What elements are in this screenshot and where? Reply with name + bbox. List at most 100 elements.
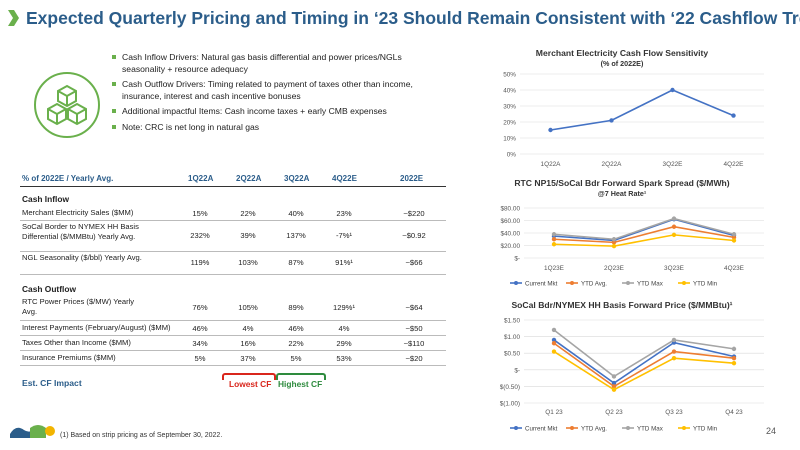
x-tick-label: 1Q22A (541, 161, 562, 168)
data-point (551, 337, 557, 343)
header-2022e: 2022E (400, 174, 424, 183)
cell: ~$220 (403, 209, 425, 218)
cell: 46% (288, 324, 304, 333)
bullet-item: Note: CRC is net long in natural gas (112, 122, 432, 134)
x-tick-label: 3Q22E (663, 161, 683, 168)
table-row: Interest Payments (February/August) ($MM… (20, 321, 446, 336)
chart-title: RTC NP15/SoCal Bdr Forward Spark Spread … (514, 178, 729, 188)
header-3q22a: 3Q22A (284, 174, 310, 183)
legend-label: YTD Min (693, 281, 718, 288)
table-row: Insurance Premiums ($MM) 5% 37% 5% 53% ~… (20, 351, 446, 366)
legend-marker (682, 281, 686, 285)
data-point (611, 387, 617, 392)
chart-title: Merchant Electricity Cash Flow Sensitivi… (536, 48, 709, 58)
driver-bullets: Cash Inflow Drivers: Natural gas basis d… (112, 52, 432, 137)
data-point (731, 113, 736, 118)
legend-marker (514, 281, 518, 285)
series-line (553, 329, 735, 378)
bullet-item: Additional impactful Items: Cash income … (112, 106, 432, 118)
lowest-cf-label: Lowest CF (229, 379, 272, 389)
data-point (611, 243, 617, 249)
x-tick-label: 2Q22A (602, 161, 623, 168)
x-tick-label: 4Q22E (724, 161, 744, 168)
data-point (609, 118, 614, 123)
series-line (553, 225, 735, 244)
y-tick-label: 30% (503, 104, 516, 111)
data-point (671, 349, 677, 354)
cell: 16% (240, 339, 256, 348)
data-point (611, 380, 617, 386)
cell: 53% (336, 354, 352, 363)
cell: 4% (242, 324, 254, 333)
basis-forward-chart: SoCal Bdr/NYMEX HH Basis Forward Price (… (500, 300, 764, 433)
data-point (671, 224, 677, 229)
data-point (611, 384, 617, 389)
legend-marker (682, 426, 686, 430)
x-tick-label: Q4 23 (725, 409, 743, 416)
y-tick-label: $1.50 (504, 318, 520, 325)
cell: 46% (192, 324, 208, 333)
cash-inflow-heading: Cash Inflow (22, 194, 69, 204)
cell: 232% (190, 231, 210, 240)
cell: 5% (194, 354, 206, 363)
data-point (611, 374, 617, 379)
data-point (731, 355, 737, 361)
bullet-item: Cash Outflow Drivers: Timing related to … (112, 79, 432, 102)
cell: ~$110 (403, 339, 425, 348)
legend-label: YTD Avg. (581, 426, 607, 433)
data-point (671, 232, 677, 238)
cf-impact-label: Est. CF Impact (22, 378, 82, 388)
cash-outflow-heading: Cash Outflow (22, 284, 76, 294)
data-point (671, 337, 677, 343)
x-tick-label: 4Q23E (724, 265, 744, 272)
row-label: Merchant Electricity Sales ($MM) (22, 208, 134, 217)
legend-marker (570, 281, 574, 285)
chart-title: SoCal Bdr/NYMEX HH Basis Forward Price (… (511, 300, 732, 310)
cell: 103% (238, 258, 258, 267)
data-point (551, 232, 557, 237)
legend-label: Current Mkt (525, 426, 558, 433)
cell: 119% (190, 258, 210, 267)
y-tick-label: $40.00 (500, 231, 520, 238)
header-1q22a: 1Q22A (188, 174, 214, 183)
cell: ~$66 (405, 258, 423, 267)
table-row: RTC Power Prices ($/MW) Yearly Avg. 76% … (20, 296, 446, 321)
data-point (731, 232, 737, 237)
chevron-right-icon (8, 10, 19, 26)
table-header: % of 2022E / Yearly Avg. 1Q22A 2Q22A 3Q2… (20, 172, 446, 187)
lowest-cf-bracket (222, 373, 276, 380)
data-point (670, 87, 675, 93)
cell: 22% (288, 339, 304, 348)
chart-subtitle: @7 Heat Rate¹ (598, 189, 647, 198)
cell: -7%¹ (335, 231, 353, 240)
highest-cf-bracket (276, 373, 326, 380)
cell: 76% (192, 303, 208, 312)
data-point (671, 216, 677, 221)
cell: ~$64 (405, 303, 423, 312)
data-point (731, 238, 737, 243)
legend-label: YTD Max (637, 281, 664, 288)
row-label: SoCal Border to NYMEX HH Basis Different… (22, 222, 139, 241)
chart-subtitle: (% of 2022E) (601, 59, 644, 68)
title-bar: Expected Quarterly Pricing and Timing in… (0, 0, 800, 40)
spark-spread-chart: RTC NP15/SoCal Bdr Forward Spark Spread … (500, 178, 764, 288)
data-point (551, 327, 557, 333)
table-row: Merchant Electricity Sales ($MM) 15% 22%… (20, 206, 446, 221)
footnote: (1) Based on strip pricing as of Septemb… (60, 432, 223, 439)
company-logo (10, 425, 55, 438)
cell: 37% (240, 354, 256, 363)
data-point (551, 242, 557, 247)
merchant-electricity-chart: Merchant Electricity Cash Flow Sensitivi… (503, 48, 764, 168)
cell: ~$0.92 (402, 231, 426, 240)
cell: ~$50 (405, 324, 423, 333)
row-label: Insurance Premiums ($MM) (22, 353, 116, 362)
y-tick-label: $(0.50) (500, 384, 520, 391)
header-4q22e: 4Q22E (332, 174, 357, 183)
data-point (551, 341, 557, 346)
boxes-icon (34, 72, 100, 138)
legend-marker (570, 426, 574, 430)
cell: 137% (286, 231, 306, 240)
cell: 4% (338, 324, 350, 333)
table-row: NGL Seasonality ($/bbl) Yearly Avg. 119%… (20, 252, 446, 275)
data-point (671, 355, 677, 361)
